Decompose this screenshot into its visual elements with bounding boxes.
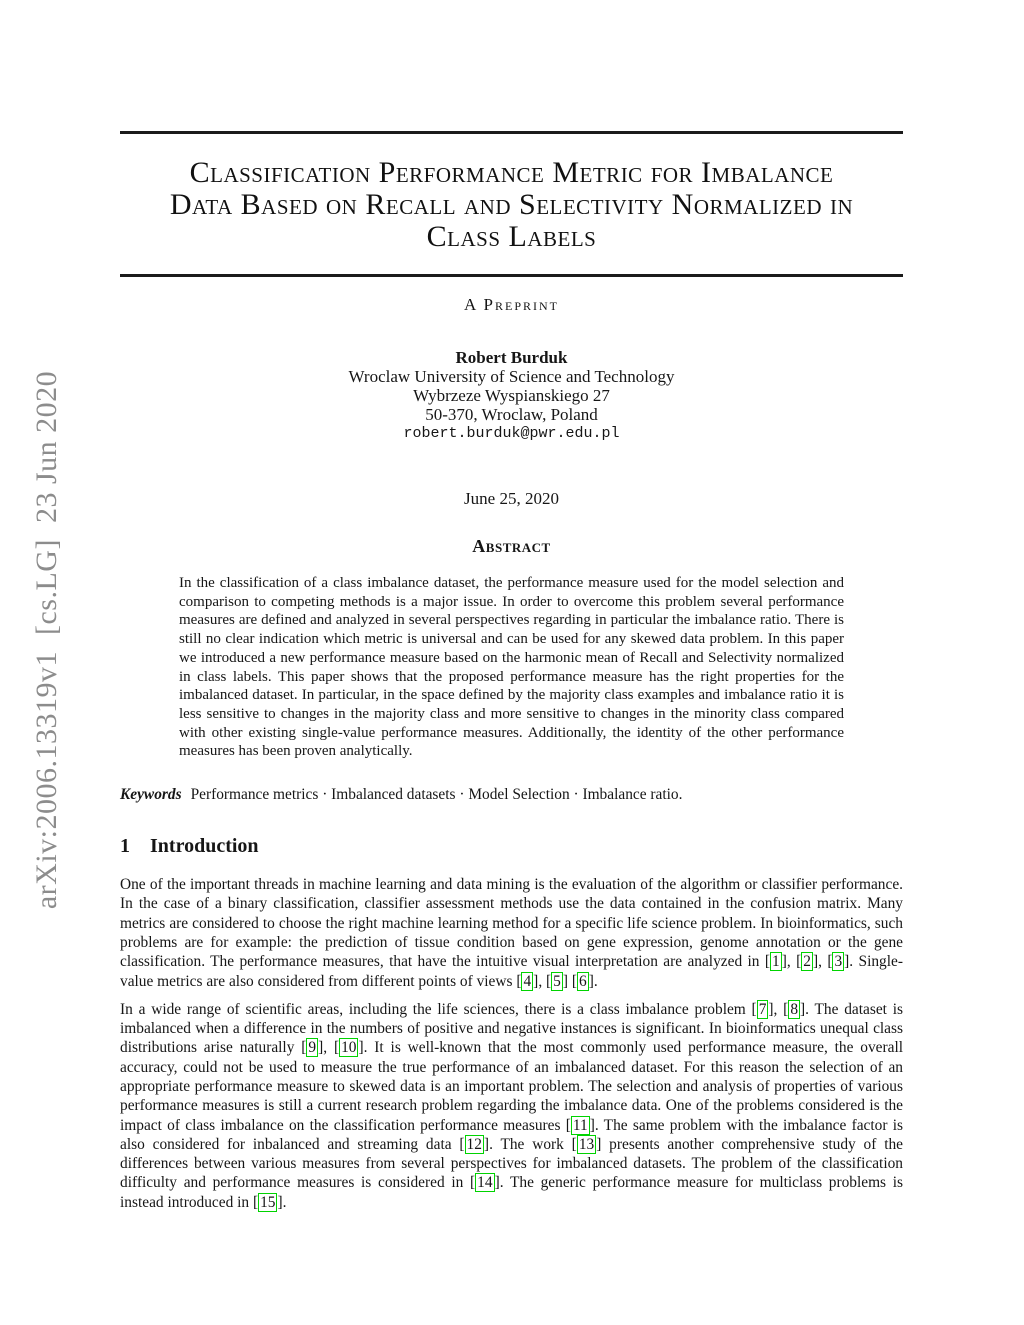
citation-ref[interactable]: [12]	[459, 1134, 490, 1154]
citation-number[interactable]: 1	[770, 952, 782, 972]
citation-number[interactable]: 6	[577, 971, 589, 991]
citation-number[interactable]: 4	[521, 971, 534, 991]
citation-number[interactable]: 7	[756, 999, 769, 1019]
citation-number[interactable]: 12	[464, 1134, 484, 1154]
citation-ref[interactable]: [7]	[751, 999, 774, 1019]
section-title: Introduction	[150, 835, 259, 858]
citation-number[interactable]: 3	[832, 952, 845, 972]
citation-ref[interactable]: [9]	[301, 1038, 324, 1058]
intro-paragraph-1: One of the important threads in machine …	[120, 876, 903, 991]
author-affiliation: Wroclaw University of Science and Techno…	[348, 367, 675, 386]
section-number: 1	[120, 835, 130, 858]
abstract-text: In the classification of a class imbalan…	[179, 575, 844, 760]
citation-number[interactable]: 5	[551, 971, 563, 991]
citation-number[interactable]: 9	[306, 1038, 319, 1058]
citation-number[interactable]: 11	[570, 1115, 590, 1135]
author-block: Robert Burduk Wroclaw University of Scie…	[120, 348, 903, 443]
keywords-label: Keywords	[120, 786, 182, 804]
citation-number[interactable]: 13	[576, 1134, 597, 1154]
citation-ref[interactable]: [11]	[565, 1115, 595, 1135]
citation-number[interactable]: 8	[788, 999, 801, 1019]
citation-number[interactable]: 10	[339, 1038, 359, 1058]
author-address-city: 50-370, Wroclaw, Poland	[425, 405, 598, 424]
citation-ref[interactable]: [15]	[252, 1192, 283, 1212]
paper-date: June 25, 2020	[464, 489, 559, 508]
citation-number[interactable]: 14	[475, 1173, 495, 1193]
citation-number[interactable]: 15	[258, 1192, 278, 1212]
citation-ref[interactable]: [3]	[827, 952, 850, 972]
paper-title-line: Class Labels	[426, 220, 597, 253]
citation-ref[interactable]: [5]	[546, 971, 568, 991]
paper-title-line: Data Based on Recall and Selectivity Nor…	[169, 188, 854, 221]
citation-ref[interactable]: [6]	[571, 971, 594, 991]
intro-paragraph-2: In a wide range of scientific areas, inc…	[120, 999, 904, 1212]
title-rule-top	[120, 131, 903, 134]
author-email: robert.burduk@pwr.edu.pl	[403, 425, 620, 442]
arxiv-watermark: arXiv:2006.13319v1 [cs.LG] 23 Jun 2020	[30, 370, 63, 910]
section-heading-introduction: 1 Introduction	[120, 835, 903, 858]
author-name: Robert Burduk	[455, 348, 568, 367]
title-rule-bottom	[120, 274, 903, 277]
keywords-text: Performance metrics · Imbalanced dataset…	[190, 786, 683, 804]
paper-title-line: Classification Performance Metric for Im…	[189, 156, 834, 189]
paper-content: Classification Performance Metric for Im…	[120, 0, 903, 1212]
abstract-heading: Abstract	[472, 536, 551, 556]
paper-title: Classification Performance Metric for Im…	[120, 157, 903, 253]
citation-ref[interactable]: [10]	[333, 1038, 364, 1058]
citation-ref[interactable]: [2]	[796, 952, 819, 972]
citation-ref[interactable]: [1]	[764, 952, 787, 972]
citation-ref[interactable]: [8]	[783, 999, 806, 1019]
citation-ref[interactable]: [14]	[470, 1173, 500, 1193]
citation-number[interactable]: 2	[801, 952, 813, 972]
citation-ref[interactable]: [13]	[571, 1134, 602, 1154]
keywords-line: Keywords Performance metrics · Imbalanced…	[120, 785, 903, 804]
author-address-street: Wybrzeze Wyspianskiego 27	[413, 386, 610, 405]
preprint-label: A Preprint	[463, 295, 560, 314]
citation-ref[interactable]: [4]	[516, 971, 539, 991]
